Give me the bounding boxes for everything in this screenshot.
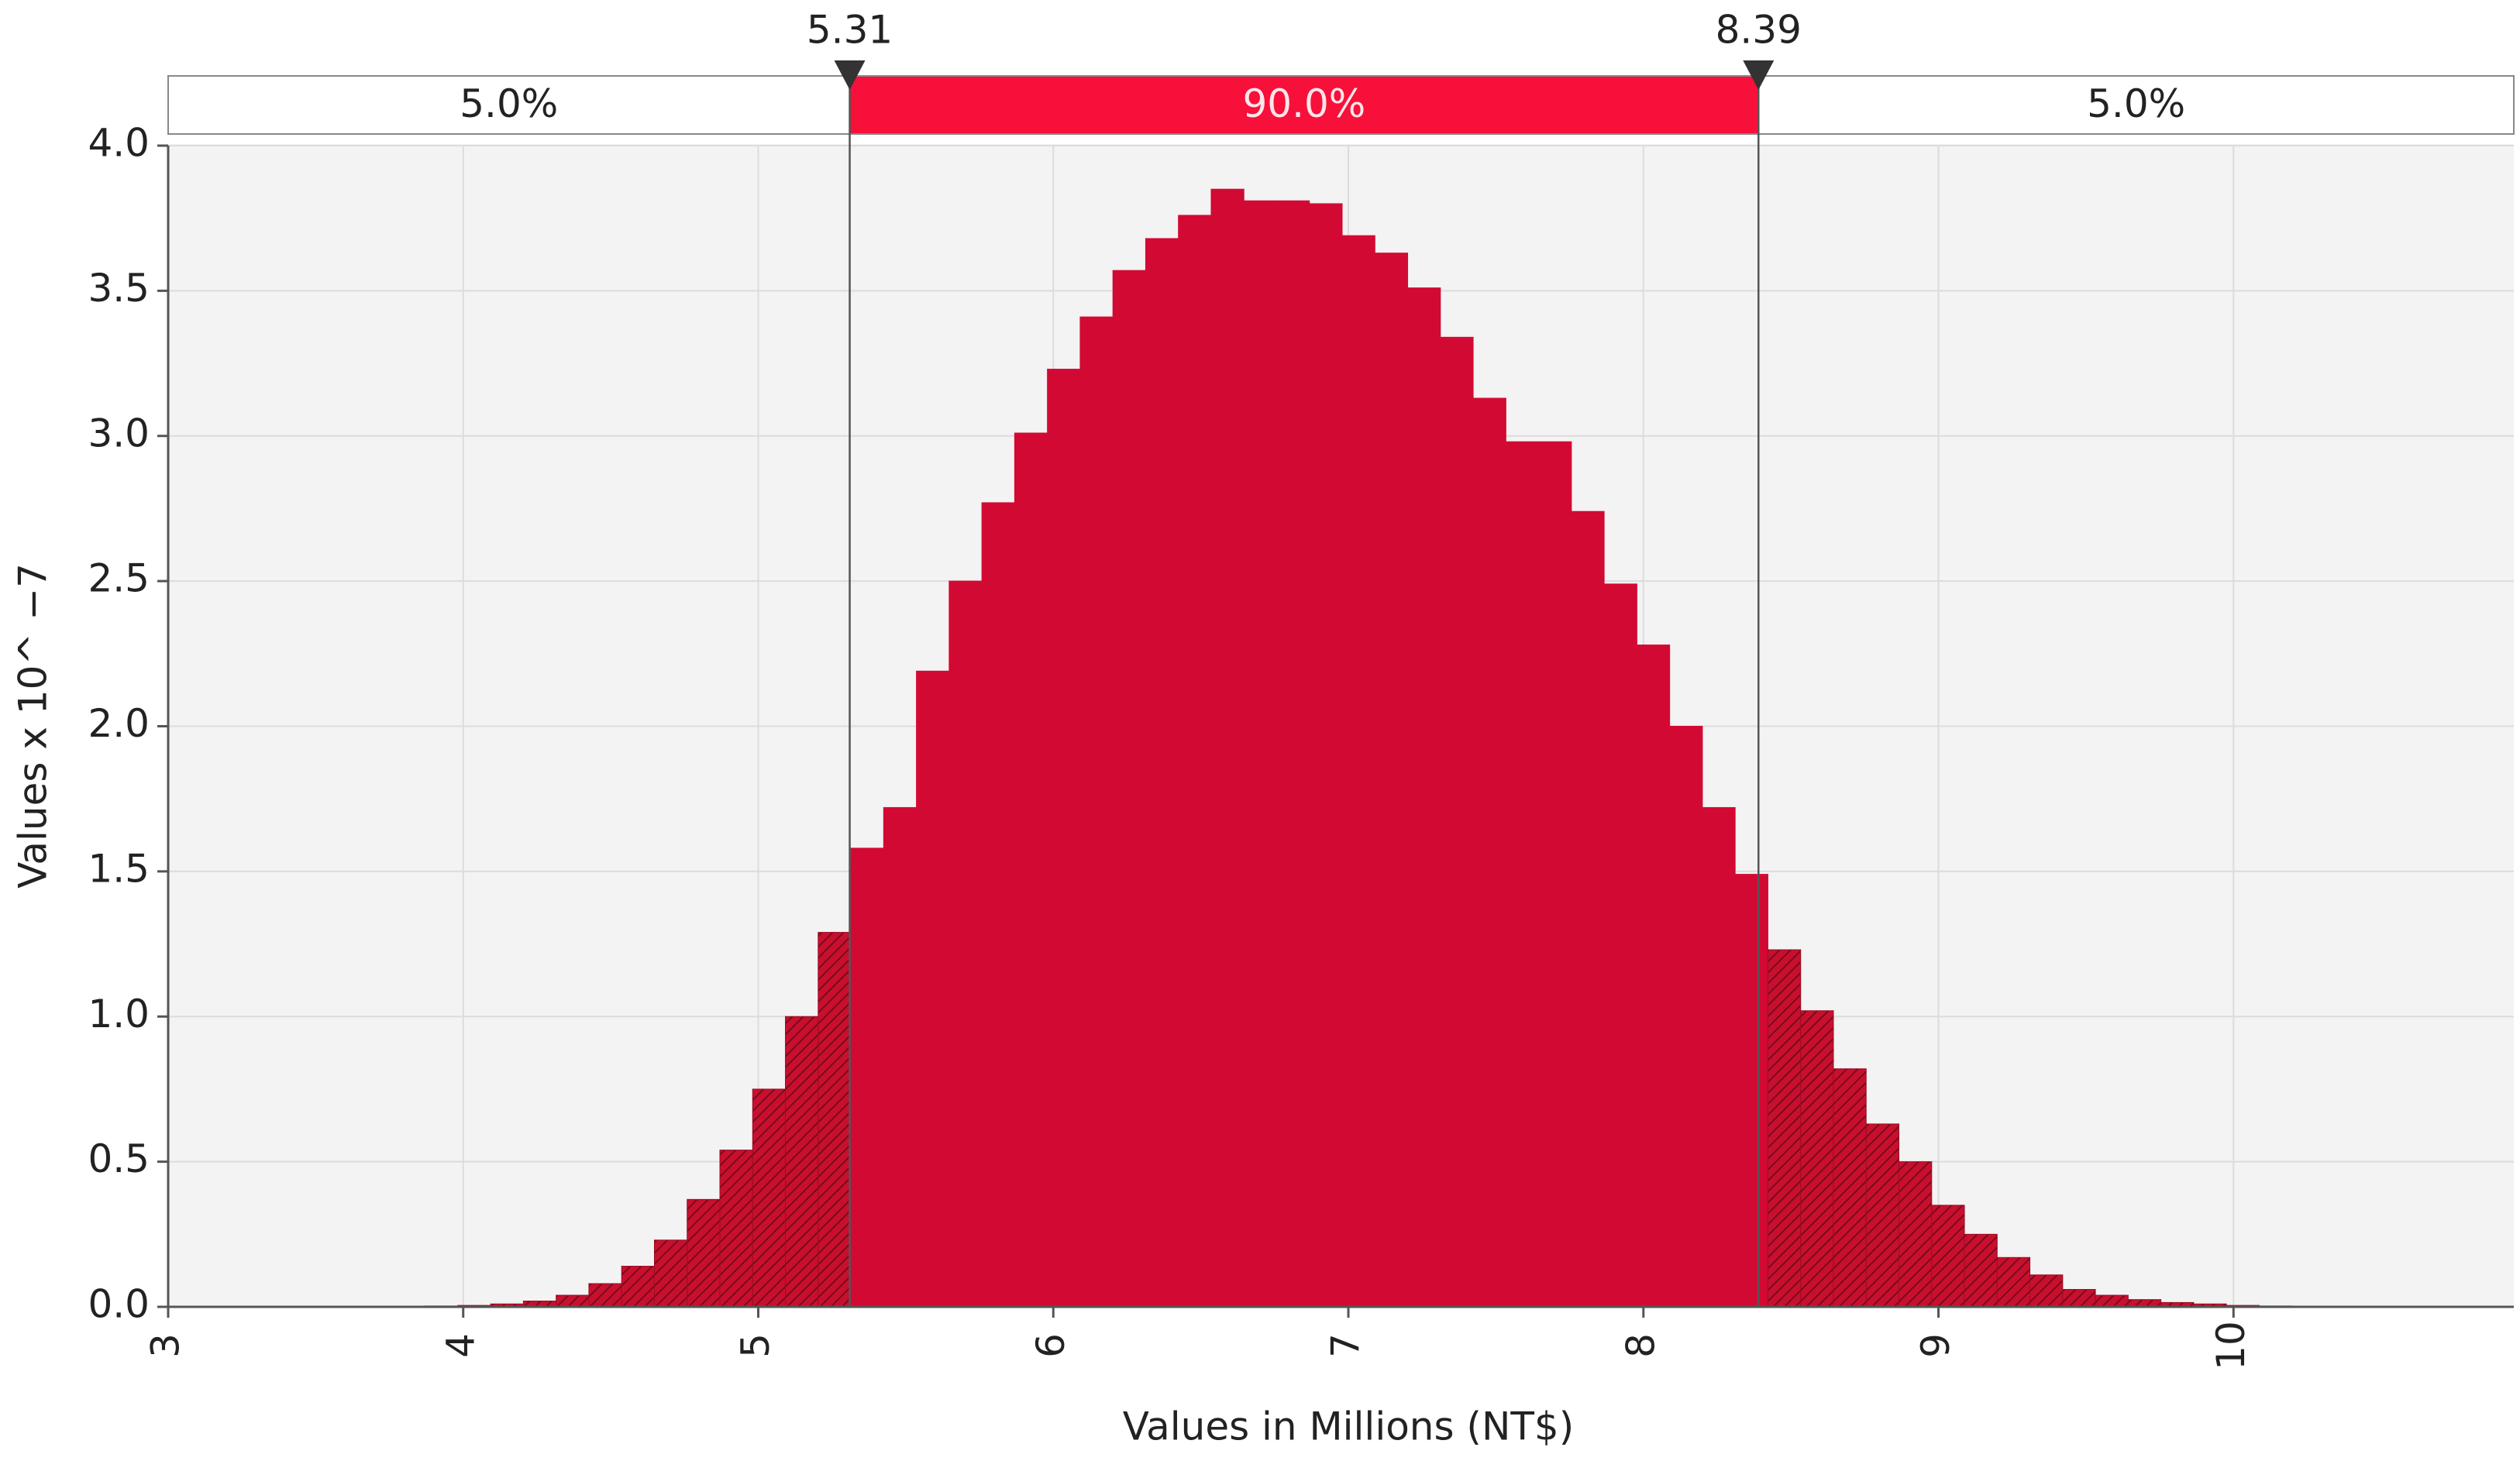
bar (1178, 215, 1212, 1308)
bar (1734, 874, 1768, 1308)
bar (1309, 203, 1343, 1308)
bar (588, 1283, 622, 1308)
delimiter-marker (834, 60, 866, 90)
x-tick-label: 7 (1324, 1333, 1368, 1358)
y-tick-label: 4.0 (88, 121, 150, 166)
bar (1014, 432, 1048, 1308)
bar (1538, 441, 1572, 1308)
x-axis-label: Values in Millions (NT$) (1123, 1404, 1574, 1449)
y-axis-label: Values x 10^ −7 (11, 563, 56, 889)
bar (2062, 1289, 2096, 1308)
bar (1079, 316, 1114, 1308)
region-label: 5.0% (460, 81, 558, 126)
bar (1112, 270, 1146, 1308)
x-tick-label: 3 (143, 1333, 188, 1358)
bar (1505, 441, 1540, 1308)
region-label: 5.0% (2087, 81, 2185, 126)
x-tick-label: 10 (2208, 1321, 2253, 1370)
bar (1865, 1123, 1900, 1308)
bar (818, 932, 852, 1308)
bar (1374, 253, 1409, 1308)
y-tick-label: 3.0 (88, 411, 150, 455)
y-tick-label: 1.5 (88, 846, 150, 891)
bar (621, 1266, 655, 1308)
x-tick-label: 9 (1913, 1333, 1958, 1358)
bar (785, 1016, 819, 1308)
bar (1800, 1010, 1834, 1308)
bar (1275, 200, 1310, 1308)
bar (1341, 235, 1375, 1308)
bar (1931, 1205, 1965, 1308)
bar (948, 580, 983, 1308)
bar (556, 1294, 590, 1308)
y-tick-label: 3.5 (88, 266, 150, 311)
bar (687, 1198, 721, 1308)
region-band (167, 75, 851, 135)
delimiter-marker (1743, 60, 1775, 90)
bar (719, 1150, 753, 1308)
bar (1145, 238, 1179, 1308)
bar (2095, 1294, 2129, 1308)
x-tick-label: 6 (1028, 1333, 1073, 1358)
bar (1833, 1068, 1867, 1308)
delimiter-label: 8.39 (1716, 8, 1802, 53)
region-band (1757, 75, 2515, 135)
bar (850, 847, 884, 1308)
bar (1964, 1233, 1998, 1308)
bar (1767, 949, 1802, 1308)
bar (883, 806, 917, 1308)
y-tick-label: 0.5 (88, 1136, 150, 1181)
y-tick-label: 2.5 (88, 556, 150, 601)
x-tick-label: 8 (1618, 1333, 1663, 1358)
x-tick-label: 4 (438, 1333, 483, 1358)
bar (1899, 1161, 1933, 1308)
bar (653, 1239, 688, 1308)
bar (1472, 397, 1506, 1308)
bar (1669, 726, 1703, 1308)
bar (1636, 645, 1671, 1308)
bar (1407, 287, 1441, 1308)
bar (1243, 200, 1277, 1308)
y-tick-label: 0.0 (88, 1282, 150, 1327)
x-tick-label: 5 (733, 1333, 778, 1358)
y-tick-label: 2.0 (88, 701, 150, 746)
bar (1440, 336, 1474, 1308)
region-label: 90.0% (1242, 81, 1365, 126)
bar (1571, 510, 1605, 1308)
y-tick-label: 1.0 (88, 992, 150, 1036)
bar (1702, 806, 1736, 1308)
bar (981, 502, 1015, 1308)
bar (916, 670, 950, 1308)
bar (1996, 1256, 2031, 1308)
bar (752, 1088, 787, 1308)
bar (1210, 188, 1245, 1308)
bar (1047, 369, 1081, 1308)
bar (2029, 1274, 2064, 1308)
bar (1603, 583, 1637, 1308)
delimiter-label: 5.31 (807, 8, 893, 53)
